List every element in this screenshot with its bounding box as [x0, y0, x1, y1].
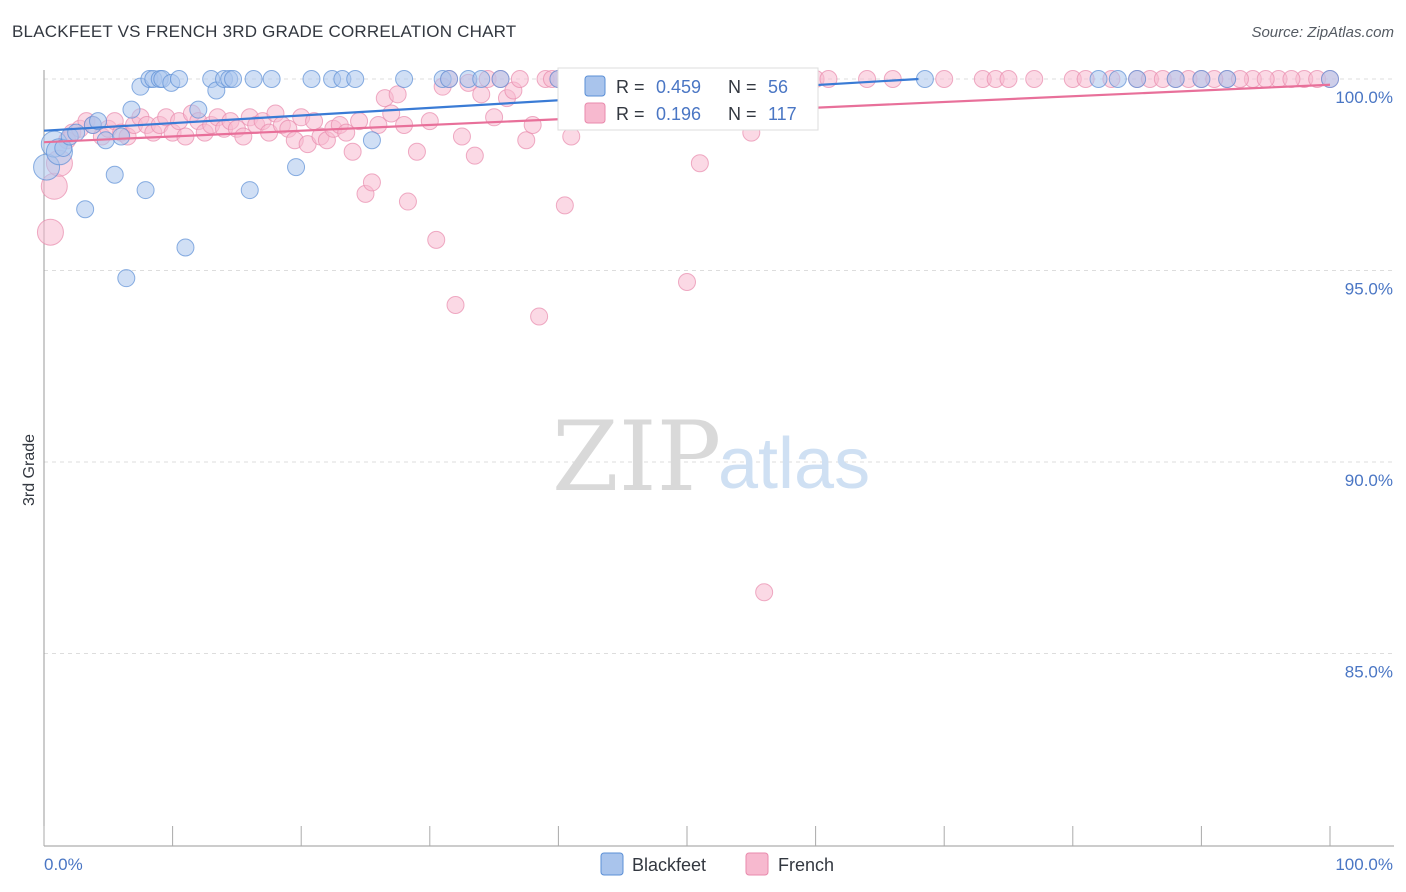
- point-french: [388, 85, 407, 104]
- point-blackfeet: [122, 100, 141, 119]
- point-blackfeet: [244, 70, 263, 88]
- point-blackfeet: [136, 181, 155, 200]
- bottom-legend-blackfeet: Blackfeet: [632, 855, 706, 875]
- top-legend: R = 0.459 N = 56 R = 0.196 N = 117: [557, 67, 819, 131]
- point-french: [369, 115, 388, 134]
- y-tick-label: 90.0%: [1345, 471, 1393, 490]
- point-blackfeet: [1089, 70, 1108, 88]
- point-french: [555, 196, 574, 215]
- point-blackfeet: [67, 123, 86, 142]
- legend-french-r-label: R =: [616, 104, 645, 124]
- point-french: [999, 70, 1018, 88]
- legend-french-n-label: N =: [728, 104, 757, 124]
- point-blackfeet: [1218, 70, 1237, 88]
- x-tick-labels: 0.0% 100.0%: [43, 826, 1393, 874]
- point-blackfeet: [117, 269, 136, 288]
- y-tick-labels: 100.0% 95.0% 90.0% 85.0%: [1335, 88, 1393, 682]
- bottom-legend: Blackfeet French: [600, 852, 834, 876]
- series-french-points: [36, 70, 1339, 602]
- point-blackfeet: [440, 70, 459, 88]
- point-blackfeet: [170, 70, 189, 88]
- source-label: Source: ZipAtlas.com: [1251, 24, 1394, 41]
- point-french: [858, 70, 877, 88]
- point-french: [446, 295, 465, 314]
- point-french: [36, 218, 64, 246]
- x-tick-label-min: 0.0%: [44, 855, 83, 874]
- point-french: [343, 142, 362, 161]
- point-blackfeet: [262, 70, 281, 88]
- point-blackfeet: [76, 200, 95, 219]
- watermark: ZIP atlas: [552, 401, 870, 513]
- point-french: [427, 230, 446, 249]
- point-blackfeet: [915, 70, 934, 88]
- point-french: [935, 70, 954, 88]
- point-blackfeet: [1108, 70, 1127, 88]
- legend-french-r-value: 0.196: [656, 104, 701, 124]
- point-blackfeet: [472, 70, 491, 88]
- point-french: [1256, 70, 1275, 88]
- axis-layer: [43, 70, 1394, 847]
- point-blackfeet: [105, 165, 124, 184]
- point-blackfeet: [112, 127, 131, 146]
- legend-french-n-value: 117: [768, 104, 797, 124]
- point-french: [1025, 70, 1044, 88]
- point-blackfeet: [1166, 70, 1185, 88]
- point-blackfeet: [224, 70, 243, 88]
- point-french: [678, 272, 696, 291]
- x-tick-label-max: 100.0%: [1335, 855, 1393, 874]
- point-french: [420, 112, 439, 131]
- point-blackfeet: [302, 70, 321, 88]
- point-french: [883, 70, 902, 88]
- point-french: [407, 142, 426, 161]
- watermark-atlas: atlas: [718, 424, 870, 504]
- legend-blackfeet-r-value: 0.459: [656, 77, 701, 97]
- point-french: [510, 70, 529, 88]
- legend-blackfeet-r-label: R =: [616, 77, 645, 97]
- y-tick-label: 100.0%: [1335, 88, 1393, 107]
- point-blackfeet: [240, 181, 259, 200]
- point-blackfeet: [395, 70, 414, 88]
- point-blackfeet: [362, 131, 381, 150]
- legend-blackfeet-n-label: N =: [728, 77, 757, 97]
- point-blackfeet: [346, 70, 365, 88]
- point-blackfeet: [89, 112, 108, 131]
- legend-swatch-blackfeet: [584, 75, 606, 97]
- y-tick-label: 95.0%: [1345, 280, 1393, 299]
- y-tick-label: 85.0%: [1345, 663, 1393, 682]
- watermark-zip: ZIP: [552, 401, 721, 513]
- bottom-legend-swatch-french: [745, 852, 769, 876]
- point-blackfeet: [176, 238, 195, 257]
- point-blackfeet: [491, 70, 510, 88]
- chart-title: BLACKFEET VS FRENCH 3RD GRADE CORRELATIO…: [12, 22, 517, 41]
- y-axis-label: 3rd Grade: [21, 434, 38, 506]
- point-blackfeet: [1192, 70, 1211, 88]
- point-french: [755, 583, 774, 602]
- legend-blackfeet-n-value: 56: [768, 77, 788, 97]
- point-french: [362, 173, 381, 192]
- point-blackfeet: [189, 100, 208, 119]
- point-french: [465, 146, 484, 165]
- bottom-legend-french: French: [778, 855, 834, 875]
- point-french: [530, 307, 549, 326]
- point-french: [452, 127, 471, 146]
- point-french: [398, 192, 417, 211]
- point-blackfeet: [1321, 70, 1339, 88]
- bottom-legend-swatch-blackfeet: [600, 852, 624, 876]
- point-blackfeet: [287, 158, 306, 177]
- point-french: [472, 85, 491, 104]
- point-french: [690, 154, 709, 173]
- point-french: [1282, 70, 1301, 88]
- grid-layer: [44, 78, 1394, 654]
- legend-swatch-french: [584, 102, 606, 124]
- point-french: [517, 131, 536, 150]
- point-blackfeet: [1128, 70, 1147, 88]
